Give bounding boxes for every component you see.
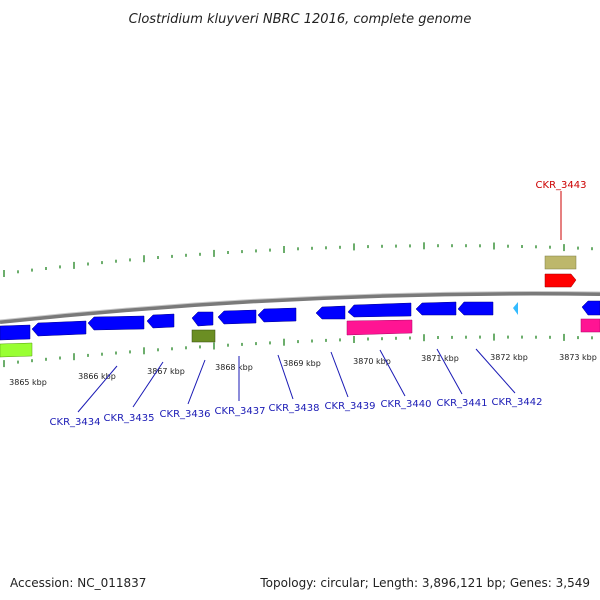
feature-magenta-2[interactable]: [580, 318, 600, 333]
feature-tan[interactable]: [544, 255, 577, 270]
gene-arrow-CKR_3439[interactable]: [315, 305, 346, 320]
position-label: 3873 kbp: [559, 353, 597, 362]
gene-arrow-small[interactable]: [513, 302, 518, 315]
gene-label-CKR_3443[interactable]: CKR_3443: [536, 180, 587, 191]
gene-label-CKR_3436[interactable]: CKR_3436: [160, 409, 211, 420]
position-label: 3868 kbp: [215, 363, 253, 372]
position-label: 3866 kbp: [78, 372, 116, 381]
position-labels: 3865 kbp 3866 kbp 3867 kbp 3868 kbp 3869…: [9, 353, 597, 387]
gene-label-leaders: [77, 191, 562, 413]
position-label: 3869 kbp: [283, 359, 321, 368]
gene-arrow-CKR_3434[interactable]: [31, 320, 87, 337]
gene-label-CKR_3442[interactable]: CKR_3442: [492, 397, 543, 408]
gene-features: [0, 255, 600, 358]
gene-arrow-CKR_3438[interactable]: [257, 307, 297, 323]
gene-arrow-CKR_3433[interactable]: [0, 324, 31, 341]
gene-label-CKR_3434[interactable]: CKR_3434: [50, 417, 101, 428]
map-title: Clostridium kluyveri NBRC 12016, complet…: [129, 12, 472, 27]
gene-label-CKR_3439[interactable]: CKR_3439: [325, 401, 376, 412]
genome-summary-text: Topology: circular; Length: 3,896,121 bp…: [259, 576, 590, 590]
gene-arrow-CKR_3435[interactable]: [87, 315, 145, 331]
position-label: 3867 kbp: [147, 367, 185, 376]
gene-label-CKR_3435[interactable]: CKR_3435: [104, 413, 155, 424]
inner-tick-track: [3, 333, 593, 368]
gene-label-CKR_3440[interactable]: CKR_3440: [381, 399, 432, 410]
gene-arrow-CKR_3442[interactable]: [457, 301, 494, 316]
position-label: 3870 kbp: [353, 357, 391, 366]
gene-arrow-CKR_3436b[interactable]: [191, 311, 214, 327]
outer-tick-track: [3, 242, 593, 277]
genome-backbone-highlight: [0, 291, 600, 321]
gene-arrow-CKR_3436a[interactable]: [146, 313, 175, 329]
gene-label-CKR_3437[interactable]: CKR_3437: [215, 406, 266, 417]
feature-magenta-1[interactable]: [346, 319, 413, 336]
genome-backbone: [0, 291, 600, 324]
feature-lime[interactable]: [0, 342, 33, 358]
gene-label-CKR_3438[interactable]: CKR_3438: [269, 403, 320, 414]
gene-arrow-CKR_3441[interactable]: [415, 301, 457, 316]
gene-arrow-CKR_3443[interactable]: [544, 273, 577, 288]
gene-label-CKR_3441[interactable]: CKR_3441: [437, 398, 488, 409]
gene-arrow-CKR_3440[interactable]: [347, 302, 412, 318]
position-label: 3872 kbp: [490, 353, 528, 362]
gene-arrow-CKR_3437[interactable]: [217, 309, 257, 325]
gene-arrow-right-edge[interactable]: [581, 300, 600, 316]
position-label: 3871 kbp: [421, 354, 459, 363]
accession-text: Accession: NC_011837: [10, 576, 146, 590]
feature-olive[interactable]: [191, 329, 216, 343]
gene-labels: CKR_3434 CKR_3435 CKR_3436 CKR_3437 CKR_…: [50, 180, 587, 428]
position-label: 3865 kbp: [9, 378, 47, 387]
